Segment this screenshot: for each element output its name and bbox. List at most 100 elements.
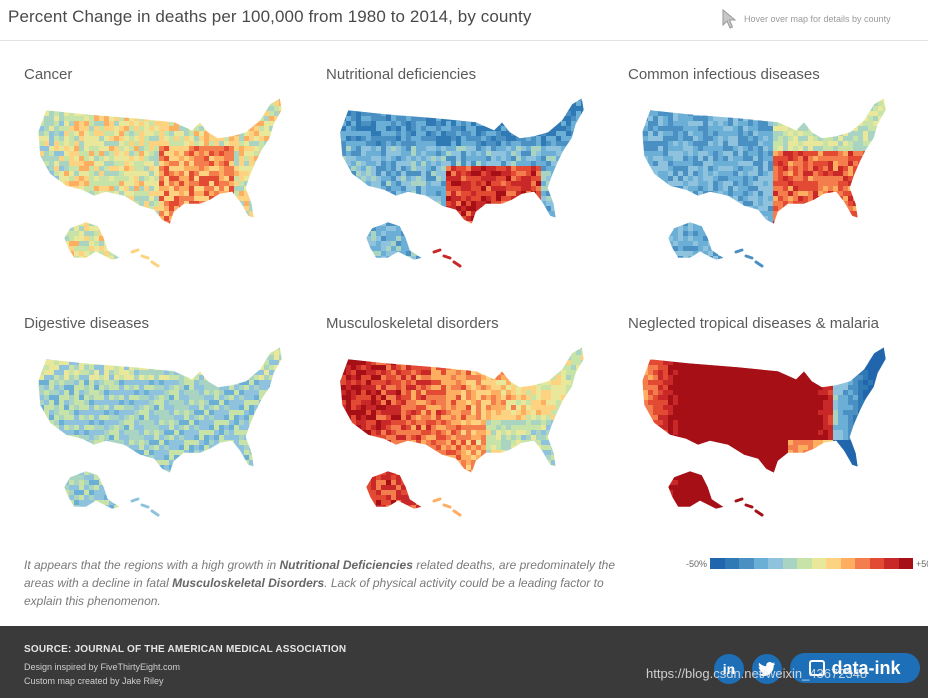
county-cell[interactable] — [818, 106, 824, 112]
county-cell[interactable] — [49, 181, 55, 187]
county-cell[interactable] — [648, 156, 654, 162]
county-cell[interactable] — [713, 216, 719, 222]
county-cell[interactable] — [888, 196, 893, 201]
county-cell[interactable] — [214, 166, 220, 172]
county-cell[interactable] — [481, 166, 487, 172]
county-cell[interactable] — [279, 196, 284, 202]
county-cell[interactable] — [134, 111, 140, 117]
county-cell[interactable] — [813, 111, 819, 117]
county-cell[interactable] — [284, 191, 289, 196]
county-cell[interactable] — [244, 256, 250, 261]
county-cell[interactable] — [336, 216, 342, 222]
county-cell[interactable] — [194, 246, 200, 252]
county-cell[interactable] — [571, 216, 577, 222]
county-cell[interactable] — [214, 251, 220, 257]
county-cell[interactable] — [818, 226, 824, 232]
county-cell[interactable] — [169, 251, 175, 257]
county-cell[interactable] — [274, 106, 280, 112]
county-cell[interactable] — [581, 156, 586, 162]
county-cell[interactable] — [763, 141, 769, 147]
county-cell[interactable] — [134, 136, 140, 142]
county-cell[interactable] — [174, 111, 180, 117]
county-cell[interactable] — [99, 261, 104, 266]
county-cell[interactable] — [64, 166, 70, 172]
county-cell[interactable] — [114, 121, 120, 127]
county-cell[interactable] — [451, 221, 457, 227]
county-cell[interactable] — [356, 236, 362, 242]
county-cell[interactable] — [274, 191, 280, 197]
county-cell[interactable] — [259, 256, 265, 261]
county-cell[interactable] — [401, 126, 407, 132]
county-cell[interactable] — [134, 231, 140, 237]
county-cell[interactable] — [74, 251, 80, 257]
county-cell[interactable] — [239, 96, 245, 102]
county-cell[interactable] — [114, 106, 120, 112]
county-cell[interactable] — [109, 241, 115, 247]
county-cell[interactable] — [738, 196, 744, 202]
county-cell[interactable] — [561, 251, 567, 257]
county-cell[interactable] — [234, 181, 240, 187]
county-cell[interactable] — [274, 236, 280, 242]
county-cell[interactable] — [778, 146, 784, 152]
county-cell[interactable] — [134, 166, 140, 172]
county-cell[interactable] — [264, 101, 270, 107]
county-cell[interactable] — [416, 201, 422, 207]
county-cell[interactable] — [381, 261, 386, 266]
county-cell[interactable] — [279, 216, 284, 222]
county-cell[interactable] — [778, 126, 784, 132]
county-cell[interactable] — [239, 196, 245, 202]
county-cell[interactable] — [436, 176, 442, 182]
county-cell[interactable] — [39, 206, 45, 212]
county-cell[interactable] — [753, 151, 759, 157]
county-cell[interactable] — [743, 211, 749, 217]
county-cell[interactable] — [386, 231, 392, 237]
county-cell[interactable] — [114, 241, 120, 247]
county-cell[interactable] — [833, 126, 839, 132]
county-cell[interactable] — [39, 236, 45, 242]
county-cell[interactable] — [526, 251, 532, 257]
county-cell[interactable] — [708, 176, 714, 182]
county-cell[interactable] — [269, 156, 275, 162]
county-cell[interactable] — [174, 221, 180, 227]
county-cell[interactable] — [279, 141, 284, 147]
county-cell[interactable] — [531, 221, 537, 227]
county-cell[interactable] — [486, 141, 492, 147]
county-cell[interactable] — [561, 211, 567, 217]
county-cell[interactable] — [356, 186, 362, 192]
county-cell[interactable] — [511, 156, 517, 162]
county-cell[interactable] — [501, 161, 507, 167]
county-cell[interactable] — [174, 96, 180, 102]
county-cell[interactable] — [693, 106, 699, 112]
county-cell[interactable] — [124, 236, 130, 242]
county-cell[interactable] — [888, 206, 893, 211]
county-cell[interactable] — [723, 131, 729, 137]
county-cell[interactable] — [214, 96, 220, 102]
county-cell[interactable] — [471, 191, 477, 197]
county-cell[interactable] — [496, 261, 501, 266]
county-cell[interactable] — [441, 126, 447, 132]
county-cell[interactable] — [284, 176, 289, 181]
county-cell[interactable] — [471, 241, 477, 247]
county-cell[interactable] — [718, 216, 724, 222]
county-cell[interactable] — [446, 186, 452, 192]
county-cell[interactable] — [818, 171, 824, 177]
county-cell[interactable] — [683, 186, 689, 192]
county-cell[interactable] — [34, 221, 40, 227]
county-cell[interactable] — [119, 156, 125, 162]
county-cell[interactable] — [199, 126, 205, 132]
county-cell[interactable] — [204, 236, 210, 242]
county-cell[interactable] — [466, 161, 472, 167]
county-cell[interactable] — [858, 216, 864, 222]
county-cell[interactable] — [863, 226, 869, 232]
county-cell[interactable] — [541, 101, 547, 107]
county-cell[interactable] — [683, 201, 689, 207]
county-cell[interactable] — [883, 156, 888, 162]
county-cell[interactable] — [154, 231, 160, 237]
county-cell[interactable] — [69, 131, 75, 137]
county-cell[interactable] — [723, 156, 729, 162]
county-cell[interactable] — [59, 131, 65, 137]
county-cell[interactable] — [356, 161, 362, 167]
county-cell[interactable] — [279, 121, 284, 127]
county-cell[interactable] — [496, 221, 502, 227]
county-cell[interactable] — [868, 161, 874, 167]
